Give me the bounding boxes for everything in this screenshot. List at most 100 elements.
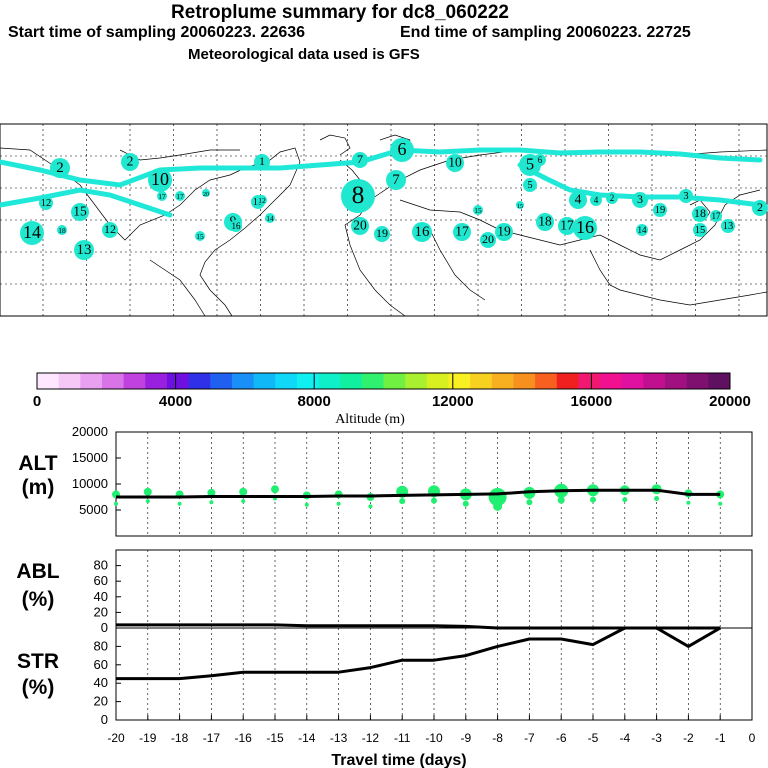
x-tick-label: -15 [266,731,284,745]
y-tick-label: 5000 [79,502,108,517]
start-time-label: Start time of sampling 20060223. 22636 [8,24,306,41]
day-marker-label: 12 [104,222,116,236]
day-marker-label: 17 [455,224,469,239]
day-marker-label: 19 [376,226,388,240]
day-marker-label: 14 [23,222,41,242]
day-marker-circle [495,223,513,241]
y-tick-label: 10000 [72,476,108,491]
altitude-point [271,485,279,494]
day-marker-label: 17 [712,211,722,221]
day-marker-label: 10 [151,169,169,189]
day-marker-circle [351,217,369,235]
colorbar-swatch [253,373,276,389]
day-marker-circle [606,192,618,204]
altitude-point-low [718,501,723,506]
x-tick-label: -1 [715,731,726,745]
day-marker-label: 16 [232,221,242,231]
altitude-point [207,488,216,497]
x-tick-label: -3 [651,731,662,745]
x-tick-label: -5 [588,731,599,745]
colorbar-swatch [600,373,623,389]
x-tick-label: -20 [107,731,125,745]
panel-unit-label: (m) [22,476,55,499]
altitude-point-low [622,497,628,503]
y-tick-label: 0 [101,620,108,635]
day-marker-label: 2 [127,154,134,169]
altitude-point-low [493,501,503,511]
day-marker-label: 12 [41,198,52,209]
day-marker-circle [202,189,210,197]
day-marker-circle [102,222,118,238]
day-marker-circle [39,196,53,210]
x-tick-label: -17 [203,731,221,745]
day-marker-circle [752,200,768,216]
day-marker-label: 16 [415,224,431,240]
figure-title: Retroplume summary for dc8_060222 [171,2,509,23]
day-marker-circle [341,179,375,213]
day-marker-circle [257,195,267,205]
y-tick-label: 20000 [72,424,108,439]
colorbar-swatch [188,373,211,389]
y-tick-label: 80 [94,558,108,573]
day-marker-circle [692,206,708,222]
day-marker-circle [534,154,546,166]
day-marker-label: 17 [560,218,574,233]
day-marker-circle [254,154,270,170]
colorbar-swatch [101,373,125,389]
colorbar-tick-label: 20000 [709,393,751,410]
colorbar-swatch [621,373,644,389]
x-tick-label: 0 [749,731,756,745]
day-marker-circle [157,191,167,201]
altitude-point-low [557,496,565,504]
day-marker-label: 4 [594,195,599,205]
colorbar-swatch [340,373,363,389]
day-marker-circle [230,220,242,232]
day-marker-circle [693,223,707,237]
day-marker-label: 2 [757,200,763,214]
y-tick-label: 80 [94,638,108,653]
colorbar-swatch [470,373,493,389]
panel-label: STR [17,650,59,673]
y-tick-label: 40 [94,589,108,604]
day-marker-circle [473,205,483,215]
day-marker-label: 17 [158,192,166,201]
x-tick-label: -16 [235,731,253,745]
altitude-point [143,487,152,496]
panel-label: ALT [18,452,57,475]
day-marker-circle [412,222,432,242]
y-tick-label: 15000 [72,450,108,465]
day-marker-label: 7 [357,152,363,166]
x-tick-label: -9 [460,731,471,745]
day-marker-label: 2 [610,193,615,203]
colorbar-swatch [578,373,601,389]
altitude-point-low [209,500,214,505]
day-marker-label: 20 [482,232,494,246]
colorbar-tick-label: 16000 [571,393,613,410]
day-marker-label: 20 [353,218,367,233]
colorbar-swatch [513,373,536,389]
day-marker-label: 3 [683,191,688,202]
day-marker-circle [480,232,496,248]
day-marker-label: 19 [655,205,666,216]
day-marker-label: 20 [203,192,209,198]
day-marker-label: 18 [694,206,706,220]
day-marker-label: 8 [352,180,365,209]
day-marker-label: 5 [526,154,534,173]
day-marker-circle [175,191,185,201]
colorbar-tick-label: 8000 [298,393,331,410]
colorbar-swatch [448,373,471,389]
x-tick-label: -19 [139,731,157,745]
altitude-point [239,487,248,496]
altitude-point-low [590,496,596,503]
colorbar-swatch [318,373,341,389]
colorbar-swatch [210,373,233,389]
colorbar-swatch [665,373,688,389]
panel-unit-label: (%) [22,588,55,611]
day-marker-label: 2 [56,160,64,176]
map-circles: 2210171214151312181761057891820201916172… [20,138,768,260]
colorbar-swatch [556,373,579,389]
colorbar-tick-label: 0 [33,393,41,410]
day-marker-label: 18 [538,214,552,229]
day-marker-label: 15 [695,225,706,236]
series-line [116,488,721,499]
